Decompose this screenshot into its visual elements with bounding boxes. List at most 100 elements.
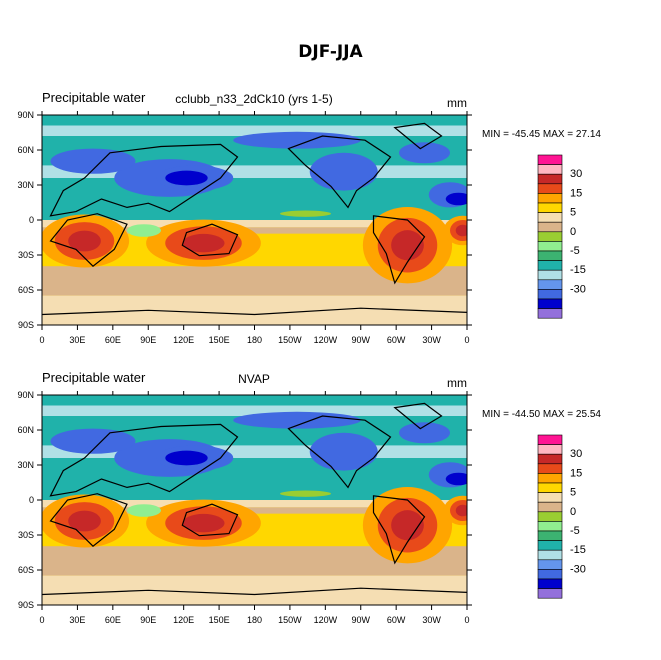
panel-units-label: mm — [447, 96, 467, 110]
lat-tick-label: 60N — [17, 145, 34, 155]
panel-left-label: Precipitable water — [42, 90, 146, 105]
colorbar-label: -30 — [570, 563, 586, 575]
lat-tick-label: 90S — [18, 320, 34, 330]
negative-anomaly-2 — [50, 148, 136, 174]
colorbar-swatch — [537, 260, 563, 271]
south-polar-band — [42, 295, 467, 325]
lat-tick-label: 30N — [17, 180, 34, 190]
lon-tick-label: 60W — [387, 615, 406, 625]
coastline-4 — [372, 495, 426, 565]
map-field — [42, 395, 467, 605]
negative-anomaly-4 — [399, 142, 450, 164]
colorbar-label: 30 — [570, 168, 582, 180]
lon-tick-label: 60W — [387, 335, 406, 345]
coastline-2 — [181, 503, 239, 537]
lon-tick-label: 90E — [140, 615, 156, 625]
lon-tick-label: 30W — [422, 335, 441, 345]
lon-tick-label: 150E — [209, 335, 230, 345]
negative-anomaly-2 — [50, 428, 136, 454]
lat-tick-label: 0 — [29, 215, 34, 225]
lon-tick-label: 120W — [314, 335, 338, 345]
lon-tick-label: 90W — [351, 615, 370, 625]
colorbar-swatch — [537, 212, 563, 223]
negative-anomaly-6 — [233, 411, 361, 429]
map-field — [42, 115, 467, 325]
lon-tick-label: 90W — [351, 335, 370, 345]
colorbar-swatch — [537, 221, 563, 233]
negative-anomaly-4 — [399, 422, 450, 444]
map-panel-1: Precipitable water cclubb_n33_2dCk10 (yrs… — [17, 90, 601, 345]
lat-tick-label: 60N — [17, 425, 34, 435]
colorbar-swatch — [537, 444, 563, 455]
colorbar-label: -15 — [570, 544, 586, 556]
colorbar-swatch — [537, 482, 563, 493]
colorbar-swatch — [537, 289, 563, 300]
lat-tick-label: 90N — [17, 110, 34, 120]
min-max-label: MIN = -45.45 MAX = 27.14 — [482, 129, 601, 140]
lat-tick-label: 30S — [18, 250, 34, 260]
map-panel-2: Precipitable water NVAP mm MIN = -44.50 MAX… — [17, 370, 601, 625]
colorbar-swatch — [537, 298, 563, 309]
lon-tick-label: 0 — [464, 335, 469, 345]
coastline-6 — [42, 307, 467, 316]
lon-tick-label: 30E — [69, 615, 85, 625]
lat-tick-label: 30S — [18, 530, 34, 540]
south-polar-band — [42, 575, 467, 605]
lon-tick-label: 180 — [247, 615, 262, 625]
colorbar-label: 15 — [570, 187, 582, 199]
panel-center-label: cclubb_n33_2dCk10 (yrs 1-5) — [175, 92, 332, 106]
colorbar-label: 30 — [570, 448, 582, 460]
lon-tick-label: 30W — [422, 615, 441, 625]
colorbar-swatch — [537, 154, 563, 165]
colorbar-swatch — [537, 193, 563, 204]
coastline-0 — [49, 213, 128, 267]
lat-tick-label: 90S — [18, 600, 34, 610]
lat-tick-label: 60S — [18, 285, 34, 295]
coastline-2 — [181, 223, 239, 257]
figure-title: DJF-JJA — [298, 42, 363, 62]
panel-left-label: Precipitable water — [42, 370, 146, 385]
colorbar-swatch — [537, 269, 563, 281]
colorbar-label: 5 — [570, 207, 576, 219]
coastline-6 — [42, 587, 467, 596]
lon-tick-label: 0 — [39, 615, 44, 625]
negative-anomaly-3 — [309, 432, 378, 471]
min-max-label: MIN = -44.50 MAX = 25.54 — [482, 409, 601, 420]
lat-tick-label: 60S — [18, 565, 34, 575]
colorbar-swatch — [537, 250, 563, 261]
coastline-1 — [49, 143, 239, 217]
lat-tick-label: 90N — [17, 390, 34, 400]
negative-anomaly-6 — [233, 131, 361, 149]
lon-tick-label: 150E — [209, 615, 230, 625]
colorbar-swatch — [537, 540, 563, 551]
lon-tick-label: 30E — [69, 335, 85, 345]
colorbar-swatch — [537, 521, 563, 532]
colorbar-swatch — [537, 463, 563, 474]
lon-tick-label: 90E — [140, 335, 156, 345]
colorbar-swatch — [537, 501, 563, 513]
colorbar-swatch — [537, 173, 563, 185]
colorbar-swatch — [537, 202, 563, 213]
colorbar-swatch — [537, 530, 563, 541]
coastline-3 — [287, 135, 392, 209]
colorbar-swatch — [537, 231, 563, 242]
strong-negative-anomaly — [165, 450, 208, 466]
lon-tick-label: 150W — [278, 335, 302, 345]
colorbar-swatch — [537, 578, 563, 589]
coastline-5 — [393, 402, 443, 430]
lon-tick-label: 180 — [247, 335, 262, 345]
lat-tick-label: 30N — [17, 460, 34, 470]
colorbar-swatch — [537, 434, 563, 445]
lon-tick-label: 120E — [173, 335, 194, 345]
colorbar-swatch — [537, 241, 563, 252]
negative-anomaly-3 — [309, 152, 378, 191]
lat-tick-label: 0 — [29, 495, 34, 505]
colorbar-label: -15 — [570, 264, 586, 276]
colorbar-swatch — [537, 588, 563, 599]
coastline-4 — [372, 215, 426, 285]
colorbar-label: -5 — [570, 245, 580, 257]
colorbar-swatch — [537, 473, 563, 484]
lon-tick-label: 0 — [39, 335, 44, 345]
colorbar-swatch — [537, 549, 563, 561]
